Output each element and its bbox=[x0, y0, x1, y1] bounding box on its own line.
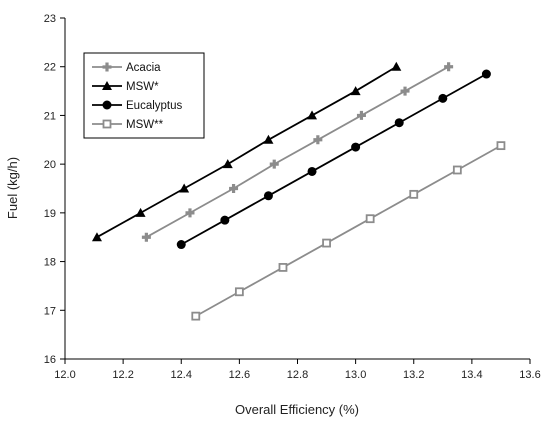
data-point bbox=[391, 61, 402, 71]
legend-item: Acacia bbox=[92, 62, 161, 74]
series-layer bbox=[91, 61, 506, 321]
series-line bbox=[195, 144, 502, 317]
legend-label: MSW** bbox=[126, 119, 164, 131]
data-point bbox=[135, 207, 146, 217]
data-point bbox=[191, 311, 201, 321]
y-tick-label: 17 bbox=[44, 305, 56, 317]
data-point bbox=[176, 240, 186, 250]
data-point bbox=[307, 110, 318, 120]
x-tick-label: 13.4 bbox=[461, 369, 482, 381]
ticks: 12.0 12.2 12.4 12.6 12.8 13.0 13.2 13.4 13.6 16 17… bbox=[44, 13, 541, 381]
data-point bbox=[141, 232, 151, 242]
x-tick-label: 12.2 bbox=[112, 369, 133, 381]
legend: Acacia MSW* Eucalyptus MSW** bbox=[83, 52, 205, 139]
y-tick-label: 21 bbox=[44, 110, 56, 122]
legend-item: MSW** bbox=[92, 119, 164, 131]
data-point bbox=[400, 86, 410, 96]
x-axis-title: Overall Efficiency (%) bbox=[235, 402, 359, 417]
data-point bbox=[444, 62, 454, 72]
data-point bbox=[229, 184, 239, 193]
series-3 bbox=[191, 141, 506, 321]
data-point bbox=[452, 165, 462, 175]
x-tick-label: 13.2 bbox=[403, 369, 424, 381]
data-point bbox=[263, 134, 274, 144]
legend-label: MSW* bbox=[126, 81, 159, 93]
y-tick-label: 18 bbox=[44, 257, 56, 269]
legend-marker bbox=[102, 119, 112, 129]
data-point bbox=[263, 191, 273, 201]
y-tick-label: 16 bbox=[44, 354, 56, 366]
data-point bbox=[365, 214, 375, 224]
data-point bbox=[179, 183, 190, 193]
data-point bbox=[409, 189, 419, 199]
x-tick-label: 13.0 bbox=[345, 369, 366, 381]
legend-marker bbox=[102, 62, 112, 72]
data-point bbox=[438, 93, 448, 103]
series-2 bbox=[176, 69, 491, 250]
legend-item: Eucalyptus bbox=[92, 100, 183, 112]
series-line bbox=[180, 73, 487, 246]
legend-items: Acacia MSW* Eucalyptus MSW** bbox=[92, 62, 183, 131]
x-tick-label: 12.8 bbox=[287, 369, 308, 381]
data-point bbox=[481, 69, 491, 79]
y-axis-title: Fuel (kg/h) bbox=[5, 157, 20, 219]
data-point bbox=[394, 118, 404, 128]
series-1 bbox=[91, 61, 402, 242]
x-tick-label: 12.6 bbox=[229, 369, 250, 381]
data-point bbox=[356, 110, 366, 120]
data-point bbox=[351, 142, 361, 152]
legend-label: Eucalyptus bbox=[126, 100, 183, 112]
y-tick-label: 23 bbox=[44, 13, 56, 25]
series-0 bbox=[141, 62, 454, 242]
y-tick-label: 19 bbox=[44, 208, 56, 220]
data-point bbox=[91, 232, 102, 242]
data-point bbox=[307, 166, 317, 176]
data-point bbox=[313, 135, 323, 145]
legend-marker bbox=[102, 81, 112, 90]
data-point bbox=[322, 238, 331, 248]
legend-marker bbox=[102, 100, 112, 110]
data-point bbox=[278, 263, 288, 272]
data-point bbox=[269, 159, 279, 169]
series-line bbox=[145, 65, 450, 238]
x-tick-label: 12.4 bbox=[171, 369, 192, 381]
x-tick-label: 13.6 bbox=[519, 369, 540, 381]
x-tick-label: 12.0 bbox=[54, 369, 75, 381]
y-tick-label: 22 bbox=[44, 62, 56, 74]
legend-item: MSW* bbox=[92, 81, 159, 93]
series-line bbox=[96, 65, 397, 238]
data-point bbox=[234, 287, 244, 297]
data-point bbox=[222, 159, 233, 169]
data-point bbox=[185, 208, 195, 218]
legend-label: Acacia bbox=[126, 62, 161, 74]
data-point bbox=[496, 141, 506, 151]
data-point bbox=[350, 86, 361, 96]
data-point bbox=[220, 215, 230, 225]
y-tick-label: 20 bbox=[44, 159, 56, 171]
